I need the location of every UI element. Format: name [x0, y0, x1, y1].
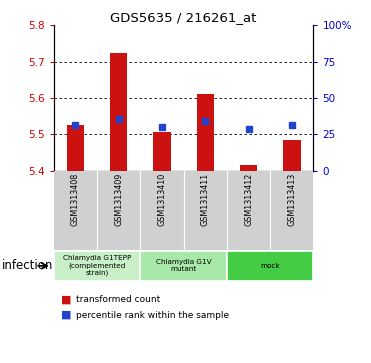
- Bar: [283, 140, 301, 171]
- Text: GSM1313411: GSM1313411: [201, 173, 210, 226]
- Title: GDS5635 / 216261_at: GDS5635 / 216261_at: [111, 11, 257, 24]
- Text: GSM1313413: GSM1313413: [288, 173, 296, 226]
- Text: Chlamydia G1V
mutant: Chlamydia G1V mutant: [156, 260, 211, 272]
- Text: mock: mock: [260, 263, 280, 269]
- Text: ■: ■: [61, 294, 72, 305]
- Bar: [153, 132, 171, 171]
- Bar: [240, 165, 257, 171]
- Text: Chlamydia G1TEPP
(complemented
strain): Chlamydia G1TEPP (complemented strain): [63, 256, 131, 276]
- Bar: [54, 251, 140, 281]
- Text: transformed count: transformed count: [76, 295, 160, 304]
- Bar: [110, 53, 127, 171]
- Text: percentile rank within the sample: percentile rank within the sample: [76, 311, 229, 319]
- Text: GSM1313410: GSM1313410: [158, 173, 167, 226]
- Bar: [67, 125, 84, 171]
- Text: GSM1313409: GSM1313409: [114, 173, 123, 227]
- Text: ■: ■: [61, 310, 72, 320]
- Text: GSM1313412: GSM1313412: [244, 173, 253, 227]
- Bar: [140, 251, 227, 281]
- Text: GSM1313408: GSM1313408: [71, 173, 80, 226]
- Text: infection: infection: [2, 260, 53, 272]
- Bar: [197, 94, 214, 171]
- Bar: [227, 251, 313, 281]
